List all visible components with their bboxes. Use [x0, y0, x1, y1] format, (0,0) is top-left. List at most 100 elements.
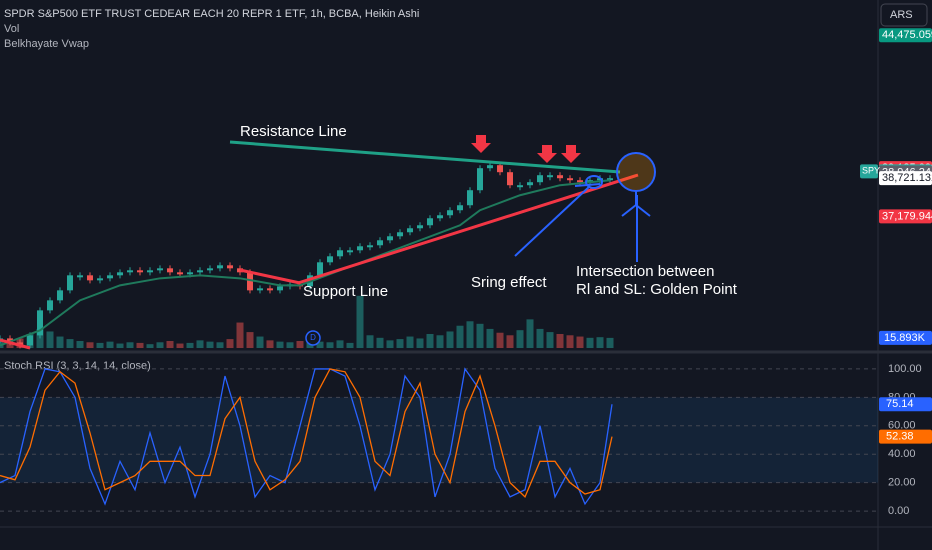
candle — [507, 172, 513, 186]
dividend-icon — [305, 330, 321, 346]
candle — [277, 286, 283, 291]
volume-bar — [296, 341, 304, 348]
golden-point — [616, 152, 656, 192]
volume-bar — [86, 342, 94, 348]
candle — [67, 275, 73, 291]
spring-circle — [585, 175, 603, 189]
y-tick-label: 60.00 — [888, 420, 916, 432]
candle — [517, 185, 523, 188]
volume-bar — [206, 341, 214, 348]
indicator-label: Vol — [4, 23, 19, 35]
volume-bar — [386, 340, 394, 348]
volume-bar — [66, 339, 74, 348]
volume-bar — [336, 340, 344, 348]
volume-bar — [46, 331, 54, 348]
candle — [107, 275, 113, 279]
stoch-line — [0, 367, 613, 506]
volume-bar — [186, 342, 194, 348]
candle — [77, 275, 83, 278]
candle — [497, 165, 503, 173]
candle — [127, 270, 133, 273]
volume-bar — [316, 341, 324, 348]
y-tick-label: 0.00 — [888, 505, 909, 517]
support-line-mid — [239, 268, 301, 285]
price-label-box — [879, 171, 932, 186]
candle — [217, 265, 223, 269]
volume-bar — [556, 334, 564, 348]
stoch-pane — [0, 367, 878, 512]
volume-bar — [256, 336, 264, 348]
arrow — [471, 135, 491, 153]
candle — [247, 272, 253, 291]
candle — [97, 278, 103, 281]
candle — [537, 175, 543, 183]
volume-bar — [166, 341, 174, 348]
volume-bar — [146, 344, 154, 348]
price-label-box — [879, 209, 932, 224]
annotation: Support Line — [303, 283, 388, 300]
candle — [57, 290, 63, 301]
y-tick-label: 40.00 — [888, 448, 916, 460]
band — [0, 397, 878, 483]
candle — [257, 288, 263, 291]
value-label-box — [879, 397, 932, 412]
volume-bar — [416, 338, 424, 348]
volume-bar — [216, 342, 224, 348]
candle — [547, 175, 553, 178]
candle — [267, 288, 273, 291]
volume-bar — [286, 342, 294, 348]
volume-bar — [446, 331, 454, 348]
volume-bar — [476, 323, 484, 348]
price-label: 38,721.131 — [882, 172, 932, 184]
symbol-tag-label: SPY — [862, 166, 880, 176]
candle — [317, 262, 323, 276]
volume-bar — [376, 337, 384, 348]
stoch-line — [0, 368, 613, 498]
volume-bar — [106, 341, 114, 348]
candle — [227, 265, 233, 269]
annotation: Resistance Line — [240, 123, 347, 140]
candle — [137, 270, 143, 273]
volume-bar — [426, 334, 434, 348]
indicator-label: Stoch RSI (3, 3, 14, 14, close) — [4, 360, 151, 372]
volume-bar — [126, 342, 134, 348]
currency-button[interactable] — [880, 3, 928, 27]
volume-bar — [506, 335, 514, 348]
volume-bar — [436, 335, 444, 348]
candle — [437, 215, 443, 219]
volume-bar — [576, 336, 584, 348]
volume-bar — [196, 340, 204, 348]
candle — [397, 232, 403, 237]
arrow — [537, 145, 557, 163]
arrow — [561, 145, 581, 163]
volume-bar — [326, 342, 334, 348]
volume-bar — [96, 342, 104, 348]
volume-bar — [346, 342, 354, 348]
candle — [407, 228, 413, 233]
volume-bar — [596, 337, 604, 348]
volume-bar — [136, 342, 144, 348]
volume-bar — [56, 336, 64, 348]
symbol-title: SPDR S&P500 ETF TRUST CEDEAR EACH 20 REP… — [4, 8, 419, 20]
volume-label: 15.893K — [884, 332, 926, 344]
candle — [177, 272, 183, 275]
candle — [527, 182, 533, 186]
vwap-line — [0, 179, 611, 347]
currency-label[interactable]: ARS — [890, 9, 913, 21]
volume-bar — [116, 343, 124, 348]
candle — [187, 272, 193, 275]
candle — [427, 218, 433, 226]
volume-bar — [466, 321, 474, 348]
volume-bar — [36, 328, 44, 348]
volume-bar — [496, 332, 504, 348]
candle — [357, 246, 363, 251]
indicator-label: Belkhayate Vwap — [4, 38, 89, 50]
y-tick-label: 100.00 — [888, 363, 922, 375]
resistance-line — [229, 140, 621, 174]
volume-bar — [276, 341, 284, 348]
candle — [197, 270, 203, 273]
price-pane — [0, 162, 613, 349]
candle — [567, 178, 573, 181]
volume-bar — [226, 339, 234, 348]
